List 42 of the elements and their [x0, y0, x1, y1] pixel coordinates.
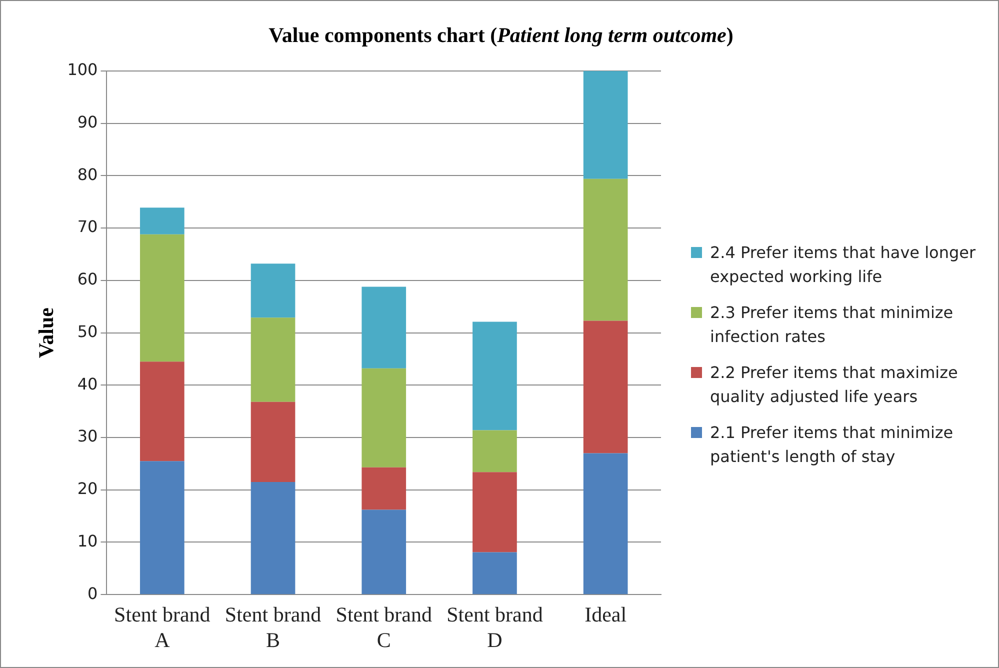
y-axis-title: Value: [34, 308, 58, 358]
bar: [583, 71, 628, 179]
bar: [362, 510, 406, 594]
bar: [362, 286, 406, 368]
bar: [583, 320, 628, 454]
chart-title: Value components chart (Patient long term outcome): [268, 23, 734, 48]
bar: [250, 482, 296, 594]
y-tick-label: 10: [77, 531, 98, 550]
y-tick-label: 0: [88, 584, 98, 603]
bar: [472, 322, 517, 430]
bar: [140, 461, 184, 594]
x-tick-label: Ideal: [584, 602, 627, 627]
legend-label: 2.4 Prefer items that have longer expected working life: [710, 242, 977, 288]
y-tick-label: 50: [77, 322, 98, 341]
y-tick-label: 60: [77, 270, 98, 289]
bar: [362, 368, 406, 468]
y-tick-label: 100: [67, 60, 98, 80]
bar: [250, 402, 296, 482]
y-tick-label: 20: [77, 479, 98, 498]
x-tick-label: Stent brand C: [336, 602, 432, 652]
legend-label: 2.1 Prefer items that minimize patient's length of stay: [710, 422, 954, 468]
x-tick-label: Stent brand D: [446, 602, 544, 652]
bar: [250, 318, 296, 402]
bar: [472, 552, 517, 594]
legend-label: 2.2 Prefer items that maximize quality adjusted life years: [710, 362, 959, 408]
y-tick-label: 40: [77, 374, 98, 394]
bar: [140, 208, 184, 234]
y-tick-label: 70: [77, 217, 98, 236]
y-tick-label: 80: [77, 164, 98, 184]
bar: [472, 430, 517, 472]
legend-label: 2.3 Prefer items that minimize infection rates: [710, 302, 954, 348]
x-tick-label: Stent brand A: [114, 602, 211, 652]
bar: [362, 467, 406, 510]
y-tick-label: 30: [77, 426, 98, 446]
bar: [583, 453, 628, 594]
bar: [140, 234, 184, 362]
bar: [472, 472, 517, 552]
bar: [250, 264, 296, 318]
bar: [140, 362, 184, 462]
bar: [583, 178, 628, 321]
x-tick-label: Stent brand B: [224, 602, 322, 652]
y-tick-label: 90: [77, 112, 98, 132]
